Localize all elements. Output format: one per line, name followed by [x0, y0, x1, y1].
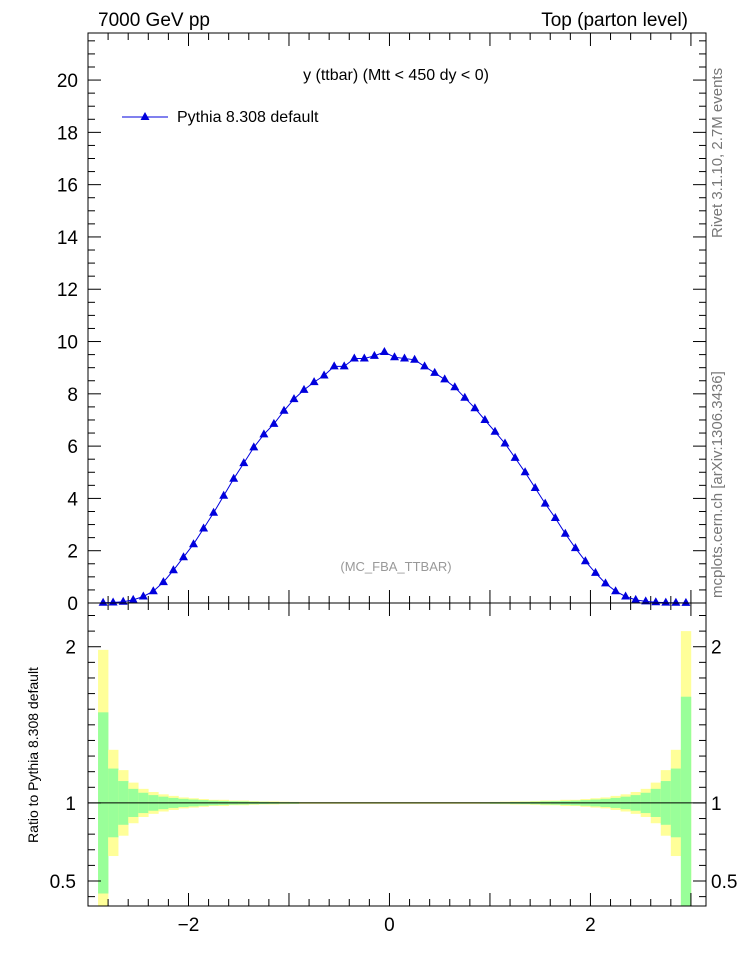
data-point	[651, 597, 661, 606]
data-point	[621, 591, 631, 600]
data-point	[369, 350, 379, 359]
header-left-label: 7000 GeV pp	[98, 10, 210, 31]
y-tick-label: 2	[67, 542, 78, 563]
plot-title: y (ttbar) (Mtt < 450 dy < 0)	[303, 67, 489, 84]
y-tick-label: 12	[57, 280, 78, 301]
ratio-inner-band-bin	[680, 696, 692, 906]
y-tick-label: 18	[57, 123, 78, 144]
data-point	[480, 415, 490, 423]
data-point	[179, 552, 188, 561]
data-point	[249, 442, 259, 451]
main-data-series	[98, 347, 691, 606]
header-right-label: Top (parton level)	[541, 10, 688, 31]
ratio-frame	[87, 602, 707, 907]
data-point	[138, 591, 148, 600]
y-tick-label: 14	[57, 228, 79, 249]
data-point	[460, 392, 470, 401]
data-point	[239, 458, 249, 467]
y-tick-label: 20	[57, 71, 78, 92]
ratio-y-tick-label: 0.5	[50, 872, 76, 893]
data-point	[148, 586, 158, 595]
y-tick-label: 0	[67, 594, 78, 615]
data-point	[510, 452, 520, 461]
data-point	[309, 377, 319, 386]
y-tick-label: 6	[67, 437, 78, 458]
data-point	[601, 578, 610, 587]
legend-marker-triangle-icon	[140, 112, 150, 120]
data-point	[611, 586, 621, 595]
data-point	[681, 597, 691, 606]
x-tick-label: −2	[178, 915, 200, 936]
legend: Pythia 8.308 default	[122, 109, 319, 126]
main-y-axis: 0 2 4 6 8 10 12 14 16 18 20	[57, 33, 706, 615]
data-point	[349, 353, 359, 362]
ratio-uncertainty-bands	[98, 631, 692, 906]
mcplots-label: mcplots.cern.ch [arXiv:1306.3436]	[709, 371, 726, 598]
data-point	[550, 513, 560, 521]
data-point	[168, 565, 178, 574]
data-point	[189, 539, 198, 548]
data-point	[199, 523, 209, 532]
y-tick-label: 8	[67, 385, 78, 406]
data-point	[671, 597, 681, 606]
data-point	[339, 361, 349, 370]
data-point	[299, 384, 309, 393]
data-point	[490, 426, 500, 435]
y-tick-label: 10	[57, 333, 78, 354]
data-point	[440, 374, 450, 383]
data-point	[560, 528, 570, 537]
data-point	[631, 594, 641, 603]
y-tick-label: 16	[57, 176, 78, 197]
data-point	[430, 367, 440, 376]
data-point	[591, 567, 600, 576]
ratio-y-tick-label-right: 2	[711, 638, 722, 659]
data-point	[319, 370, 329, 379]
data-point	[530, 483, 540, 491]
x-tick-label: 0	[384, 915, 395, 936]
data-point	[570, 543, 580, 552]
data-point	[359, 353, 369, 362]
data-point	[209, 507, 219, 516]
rivet-version-label: Rivet 3.1.10, 2.7M events	[709, 68, 726, 238]
data-point	[279, 405, 289, 414]
ratio-plot-panel: 0.5 0.5 1 1 2 2 −2 0 2 Ratio to Pythia 8.308 def…	[25, 602, 737, 936]
data-point	[108, 597, 118, 606]
data-point	[540, 498, 550, 507]
ratio-y-tick-label-right: 1	[711, 794, 722, 815]
data-point	[400, 353, 409, 362]
legend-label: Pythia 8.308 default	[177, 109, 319, 126]
data-point	[661, 597, 671, 606]
data-point	[500, 438, 510, 447]
ratio-y-tick-label: 2	[65, 638, 76, 659]
ratio-axes: 0.5 0.5 1 1 2 2 −2 0 2	[50, 603, 737, 936]
data-point	[289, 394, 299, 403]
analysis-watermark: (MC_FBA_TTBAR)	[340, 559, 451, 574]
ratio-y-axis-label: Ratio to Pythia 8.308 default	[25, 667, 41, 843]
data-point	[128, 594, 138, 603]
ratio-y-tick-label: 1	[65, 794, 76, 815]
data-point	[259, 429, 269, 438]
data-point	[450, 382, 460, 391]
y-tick-label: 4	[67, 489, 78, 510]
data-point	[420, 361, 430, 370]
data-point	[470, 403, 480, 412]
data-point	[329, 361, 339, 370]
data-point	[98, 597, 108, 606]
x-tick-label: 2	[585, 915, 596, 936]
data-point	[410, 354, 420, 363]
data-point	[641, 596, 651, 605]
data-point	[158, 577, 168, 586]
data-point	[580, 556, 590, 565]
ratio-y-tick-label-right: 0.5	[711, 872, 737, 893]
data-point	[379, 347, 389, 355]
main-plot-panel: y (ttbar) (Mtt < 450 dy < 0) (MC_FBA_TTB…	[57, 32, 707, 615]
data-point	[219, 490, 229, 499]
data-point	[229, 473, 239, 482]
data-point	[269, 418, 279, 427]
data-point	[520, 467, 530, 476]
data-point	[390, 352, 399, 361]
